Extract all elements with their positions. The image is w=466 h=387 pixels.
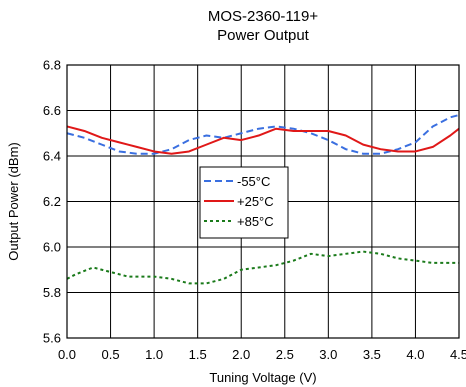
plot-frame [66, 64, 460, 339]
title-line: Power Output [217, 27, 310, 44]
title-line: MOS-2360-119+ [208, 8, 318, 25]
axes: 0.0 0.5 1.0 1.5 2.0 2.5 3.0 3.5 4.0 4.5 5.6 5.8 6.0 6… [6, 58, 466, 386]
y-tick-label: 6.0 [43, 240, 61, 255]
y-tick-label: 6.2 [43, 194, 61, 209]
x-tick-label: 0.5 [102, 347, 120, 362]
y-axis-label: Output Power (dBm) [6, 142, 21, 261]
x-tick-label: 3.5 [363, 347, 381, 362]
x-tick-label: 0.0 [58, 347, 76, 362]
y-tick-label: 6.6 [43, 103, 61, 118]
x-axis-label: Tuning Voltage (V) [209, 370, 316, 385]
x-tick-label: 2.5 [276, 347, 294, 362]
series-line [66, 125, 460, 155]
chart-title: MOS-2360-119+ Power Output [208, 8, 318, 44]
series-line [66, 114, 460, 155]
legend-label: +85°C [237, 214, 274, 229]
x-tick-label: 3.0 [319, 347, 337, 362]
x-tick-label: 2.0 [232, 347, 250, 362]
legend-box [199, 166, 289, 239]
legend-label: -55°C [237, 174, 270, 189]
x-tick-label: 4.0 [406, 347, 424, 362]
y-tick-label: 6.4 [43, 149, 61, 164]
x-tick-label: 4.5 [450, 347, 466, 362]
series-line [66, 250, 459, 285]
x-tick-label: 1.5 [189, 347, 207, 362]
series-lines [66, 114, 460, 285]
y-tick-label: 5.6 [43, 331, 61, 346]
y-tick-label: 5.8 [43, 285, 61, 300]
x-tick-label: 1.0 [145, 347, 163, 362]
y-tick-label: 6.8 [43, 58, 61, 73]
legend-label: +25°C [237, 194, 274, 209]
legend: -55°C +25°C +85°C [199, 166, 289, 239]
